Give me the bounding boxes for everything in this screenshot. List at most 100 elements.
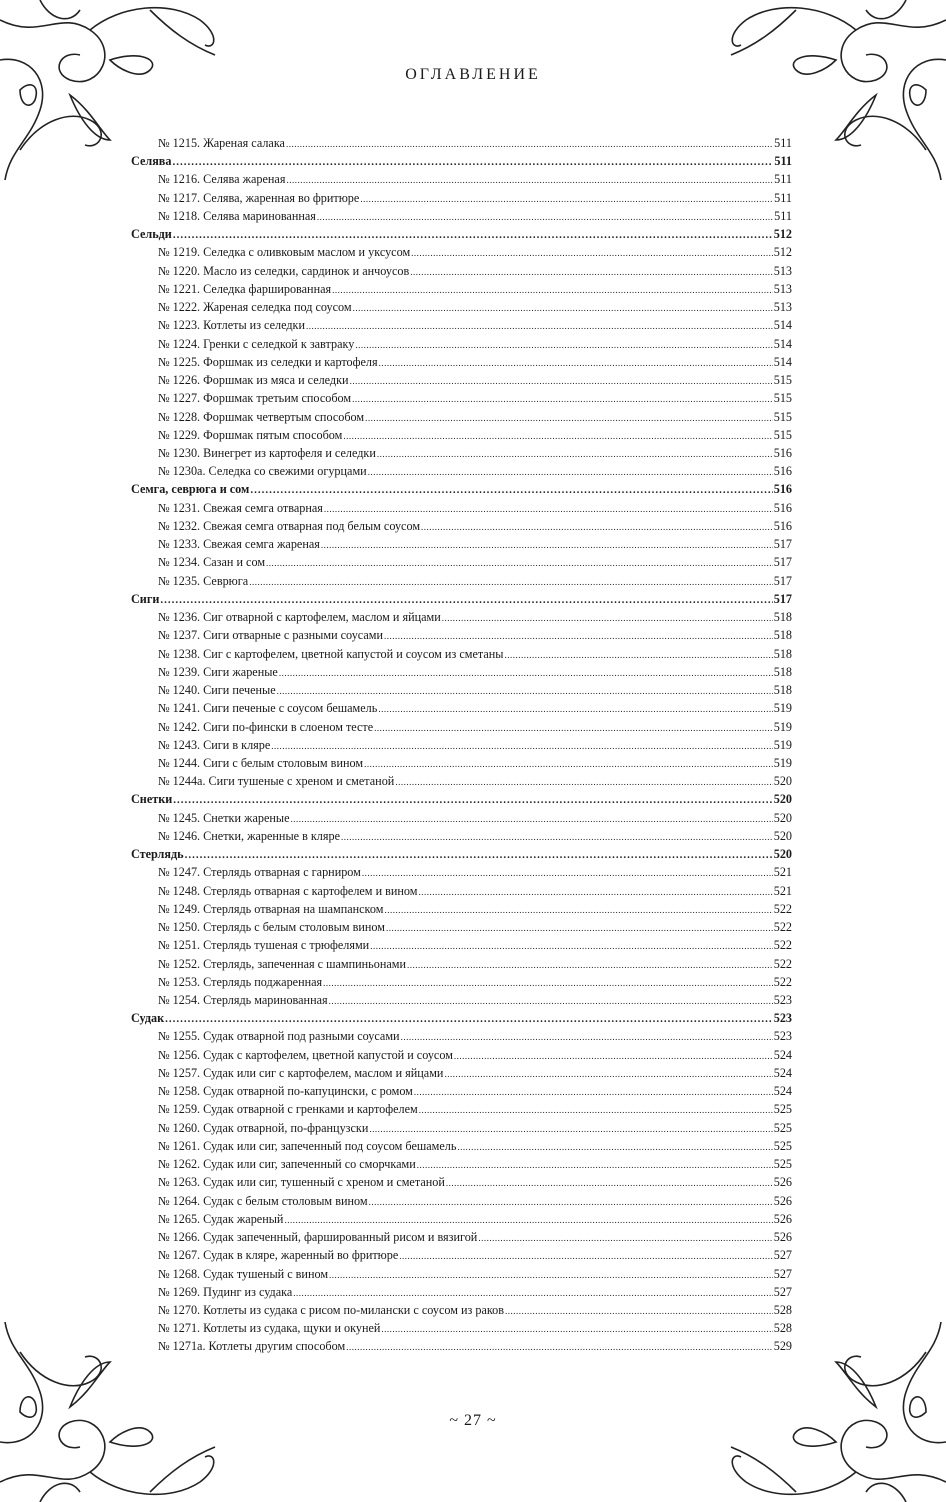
toc-page-number: 518 xyxy=(773,664,792,679)
toc-page-number: 515 xyxy=(773,391,792,406)
toc-page-number: 527 xyxy=(773,1248,792,1263)
dot-leader xyxy=(505,1301,773,1320)
toc-label: № 1249. Стерлядь отварная на шампанском xyxy=(158,901,384,916)
dot-leader xyxy=(352,389,773,408)
toc-label: Селява xyxy=(131,154,172,169)
toc-page-number: 526 xyxy=(773,1211,792,1226)
dot-leader xyxy=(266,553,773,572)
dot-leader xyxy=(343,426,772,445)
dot-leader xyxy=(386,918,773,937)
toc-entry: № 1243. Сиги в кляре 519 xyxy=(131,736,792,754)
toc-label: № 1231. Свежая семга отварная xyxy=(158,500,323,515)
toc-label: № 1236. Сиг отварной с картофелем, масло… xyxy=(158,610,441,625)
toc-label: № 1222. Жареная селедка под соусом xyxy=(158,300,352,315)
dot-leader xyxy=(417,1155,773,1174)
toc-page-number: 519 xyxy=(773,701,792,716)
toc-label: № 1255. Судак отварной под разными соуса… xyxy=(158,1029,400,1044)
dot-leader xyxy=(369,1119,772,1138)
toc-page-number: 512 xyxy=(773,227,792,242)
toc-page-number: 513 xyxy=(773,263,792,278)
toc-section-heading: Семга, севрюга и сом 516 xyxy=(131,480,792,498)
toc-label: № 1229. Форшмак пятым способом xyxy=(158,427,343,442)
dot-leader xyxy=(369,1192,773,1211)
dot-leader xyxy=(504,645,772,664)
toc-label: № 1266. Судак запеченный, фаршированный … xyxy=(158,1230,478,1245)
toc-page-number: 513 xyxy=(773,300,792,315)
toc-entry: № 1241. Сиги печеные с соусом бешамель 51… xyxy=(131,699,792,717)
dot-leader xyxy=(317,207,773,226)
dot-leader xyxy=(355,335,772,354)
toc-label: № 1220. Масло из селедки, сардинок и анч… xyxy=(158,263,410,278)
toc-page-number: 525 xyxy=(773,1157,792,1172)
toc-label: № 1267. Судак в кляре, жаренный во фритю… xyxy=(158,1248,399,1263)
dot-leader xyxy=(286,170,773,189)
toc-entry: № 1249. Стерлядь отварная на шампанском 5… xyxy=(131,900,792,918)
toc-page-number: 526 xyxy=(773,1230,792,1245)
toc-entry: № 1217. Селява, жаренная во фритюре 511 xyxy=(131,189,792,207)
toc-entry: № 1266. Судак запеченный, фаршированный … xyxy=(131,1228,792,1246)
toc-label: № 1217. Селява, жаренная во фритюре xyxy=(158,190,360,205)
toc-label: № 1271а. Котлеты другим способом xyxy=(158,1339,346,1354)
toc-page-number: 511 xyxy=(774,136,792,150)
toc-label: № 1239. Сиги жареные xyxy=(158,664,278,679)
toc-page-number: 524 xyxy=(773,1084,792,1099)
toc-entry: № 1230а. Селедка со свежими огурцами 516 xyxy=(131,462,792,480)
toc-entry: № 1237. Сиги отварные с разными соусами 5… xyxy=(131,626,792,644)
toc-label: № 1246. Снетки, жаренные в кляре xyxy=(158,828,341,843)
toc-entry: № 1224. Гренки с селедкой к завтраку 514 xyxy=(131,335,792,353)
toc-label: № 1241. Сиги печеные с соусом бешамель xyxy=(158,701,378,716)
toc-page-number: 516 xyxy=(773,482,792,497)
toc-page-number: 524 xyxy=(773,1047,792,1062)
toc-entry: № 1244а. Сиги тушеные с хреном и сметано… xyxy=(131,772,792,790)
toc-label: № 1258. Судак отварной по-капуцински, с … xyxy=(158,1084,413,1099)
toc-page-number: 517 xyxy=(773,573,792,588)
toc-label: № 1244а. Сиги тушеные с хреном и сметано… xyxy=(158,774,395,789)
toc-entry: № 1259. Судак отварной с гренками и карт… xyxy=(131,1100,792,1118)
toc-page-number: 519 xyxy=(773,737,792,752)
toc-section-heading: Стерлядь 520 xyxy=(131,845,792,863)
toc-page-number: 518 xyxy=(773,610,792,625)
toc-section-heading: Селява 511 xyxy=(131,152,792,170)
toc-label: № 1242. Сиги по-фински в слоеном тесте xyxy=(158,719,374,734)
toc-page-number: 511 xyxy=(774,190,792,205)
toc-label: № 1224. Гренки с селедкой к завтраку xyxy=(158,336,355,351)
dot-leader xyxy=(329,1265,773,1284)
toc-page-number: 525 xyxy=(773,1138,792,1153)
dot-leader xyxy=(286,134,773,153)
toc-entry: № 1269. Пудинг из судака 527 xyxy=(131,1283,792,1301)
toc-label: № 1248. Стерлядь отварная с картофелем и… xyxy=(158,883,418,898)
toc-label: № 1262. Судак или сиг, запеченный со смо… xyxy=(158,1157,416,1172)
dot-leader xyxy=(173,225,773,244)
toc-label: № 1251. Стерлядь тушеная с трюфелями xyxy=(158,938,370,953)
toc-entry: № 1236. Сиг отварной с картофелем, масло… xyxy=(131,608,792,626)
toc-label: № 1259. Судак отварной с гренками и карт… xyxy=(158,1102,418,1117)
dot-leader xyxy=(323,973,773,992)
dot-leader xyxy=(173,790,772,809)
toc-page-number: 525 xyxy=(773,1102,792,1117)
toc-page-number: 513 xyxy=(773,281,792,296)
toc-entry: № 1223. Котлеты из селедки 514 xyxy=(131,316,792,334)
toc-entry: № 1218. Селява маринованная 511 xyxy=(131,207,792,225)
toc-page-number: 515 xyxy=(773,427,792,442)
table-of-contents: № 1215. Жареная салака511Селява511№ 1216… xyxy=(131,134,792,1356)
toc-label: № 1226. Форшмак из мяса и селедки xyxy=(158,373,349,388)
toc-entry: № 1228. Форшмак четвертым способом 515 xyxy=(131,408,792,426)
toc-page-number: 525 xyxy=(773,1120,792,1135)
toc-label: № 1271. Котлеты из судака, щуки и окуней xyxy=(158,1321,381,1336)
toc-page-number: 517 xyxy=(773,537,792,552)
toc-entry: № 1253. Стерлядь поджаренная 522 xyxy=(131,973,792,991)
toc-label: № 1252. Стерлядь, запеченная с шампиньон… xyxy=(158,956,407,971)
toc-page-number: 514 xyxy=(773,354,792,369)
dot-leader xyxy=(341,827,773,846)
dot-leader xyxy=(271,736,772,755)
toc-page-number: 522 xyxy=(773,901,792,916)
toc-label: № 1265. Судак жареный xyxy=(158,1211,284,1226)
toc-label: № 1244. Сиги с белым столовым вином xyxy=(158,755,364,770)
dot-leader xyxy=(478,1228,772,1247)
toc-page-number: 522 xyxy=(773,974,792,989)
toc-entry: № 1255. Судак отварной под разными соуса… xyxy=(131,1027,792,1045)
dot-leader xyxy=(444,1064,772,1083)
toc-entry: № 1215. Жареная салака 511 xyxy=(131,134,792,152)
toc-label: № 1228. Форшмак четвертым способом xyxy=(158,409,365,424)
toc-entry: № 1231. Свежая семга отварная 516 xyxy=(131,499,792,517)
